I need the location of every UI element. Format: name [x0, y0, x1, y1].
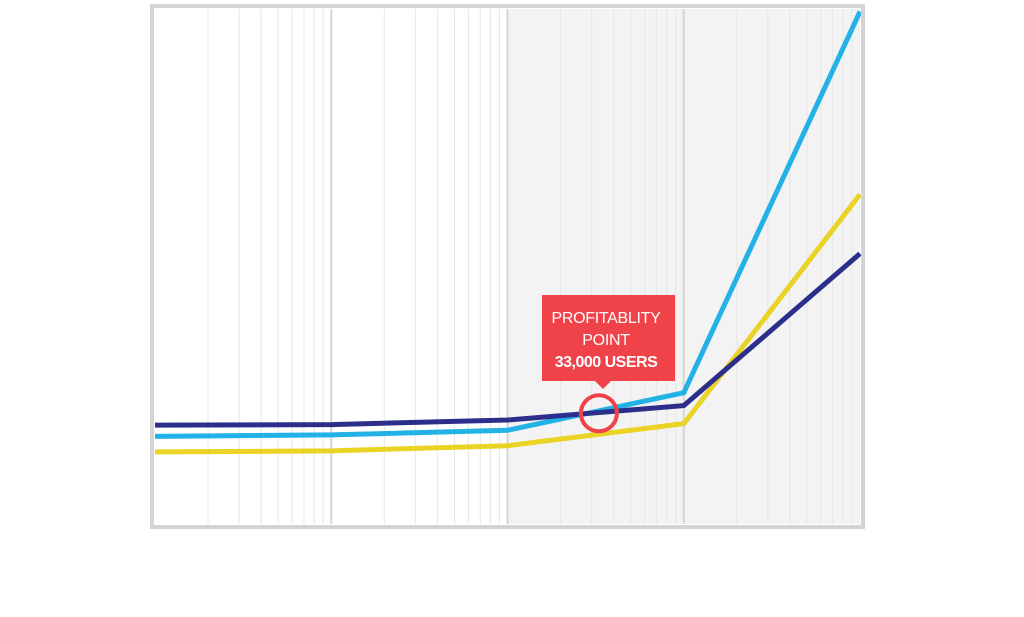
callout-line2: POINT — [582, 332, 630, 349]
profitability-marker — [578, 393, 619, 434]
series-layer — [154, 10, 863, 455]
series-line-2 — [154, 10, 863, 439]
callout-background — [542, 295, 675, 381]
plot-frame — [150, 4, 865, 529]
callout-line3: 33,000 USERS — [555, 354, 658, 371]
callout-line1: PROFITABLITY — [551, 310, 661, 327]
series-line-1 — [154, 192, 862, 455]
grid-lines — [207, 9, 853, 524]
series-line-3 — [154, 251, 862, 428]
callout-pointer — [595, 381, 611, 389]
callout-box: PROFITABLITY POINT 33,000 USERS — [542, 295, 675, 389]
